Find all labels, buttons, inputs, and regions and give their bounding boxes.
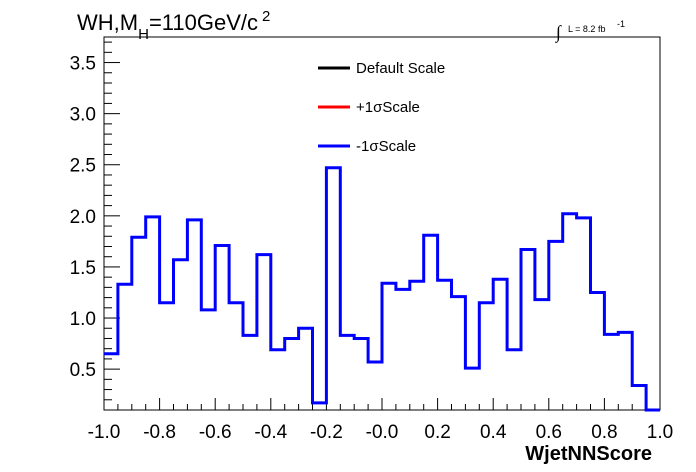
y-tick-label: 2.5 [70,156,96,177]
x-tick-label: 0.4 [480,422,507,443]
legend-label: -1σScale [356,138,416,155]
y-tick-label: 1.0 [70,309,96,330]
series-lines [104,166,660,412]
x-tick-label: -0.2 [310,422,343,443]
title-subscript: H [138,26,149,43]
series-line [104,166,660,412]
title-main: WH,M [77,10,138,35]
y-axis: 0.5 1.0 1.5 2.0 2.5 3.0 3.5 [70,41,120,411]
legend: Default Scale +1σScale -1σScale [318,60,445,155]
y-tick-label: 3.5 [70,54,96,75]
chart-title: WH,MH=110GeV/c 2 [77,8,270,43]
luminosity-label: ∫ L = 8.2 fb -1 [555,19,625,43]
y-tick-label: 0.5 [70,360,96,381]
x-axis: -1.0 -0.8 -0.6 -0.4 -0.2 -0.0 0.2 0.4 0.6 0.8 1.0 [88,398,673,443]
lumi-text: L = 8.2 fb [568,24,605,34]
legend-label: +1σScale [356,99,420,116]
x-tick-label: 0.6 [536,422,562,443]
x-tick-label: -0.4 [254,422,287,443]
x-tick-label: -0.0 [366,422,399,443]
y-tick-label: 2.0 [70,207,96,228]
integral-sign: ∫ [555,22,562,43]
lumi-superscript: -1 [617,19,625,29]
y-tick-label: 1.5 [70,258,96,279]
title-superscript: 2 [262,8,270,25]
x-tick-label: -0.6 [199,422,232,443]
y-tick-label: 3.0 [70,105,96,126]
x-tick-label: 0.8 [591,422,617,443]
title-rest: =110GeV/c [149,10,258,35]
x-axis-label: WjetNNScore [525,443,652,465]
x-tick-label: 1.0 [647,422,673,443]
x-tick-label: -0.8 [143,422,176,443]
series-0 [104,166,660,412]
x-tick-label: -1.0 [88,422,121,443]
x-tick-label: 0.2 [424,422,450,443]
legend-label: Default Scale [356,60,445,77]
